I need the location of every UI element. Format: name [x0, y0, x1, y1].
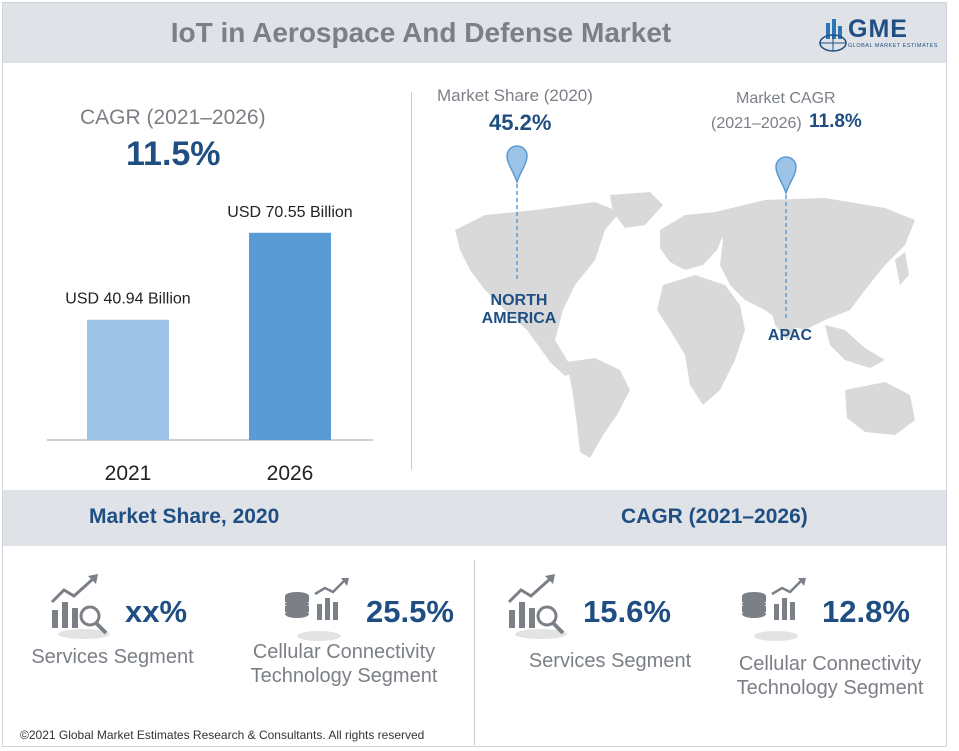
logo-subtitle: GLOBAL MARKET ESTIMATES	[848, 43, 938, 49]
services-share-label: Services Segment	[31, 646, 194, 668]
north-america-pin-line	[516, 184, 518, 280]
greenland-shape	[610, 192, 663, 228]
header: IoT in Aerospace And Defense Market GME …	[3, 3, 946, 63]
japan-shape	[895, 252, 909, 285]
north-america-pin-icon	[506, 145, 528, 184]
market-cagr-label-line1: Market CAGR	[736, 90, 836, 107]
cagr-value: 11.5%	[126, 135, 221, 173]
india-shape	[770, 302, 800, 340]
bar-data-label-2021: USD 40.94 Billion	[65, 291, 190, 308]
cellular-cagr-label: Cellular Connectivity Technology Segment	[736, 653, 924, 699]
cellular-share-value: 25.5%	[366, 594, 454, 629]
x-tick-label-2026: 2026	[267, 462, 314, 485]
southeast-asia-shape	[825, 325, 885, 368]
bar-2026	[249, 232, 331, 440]
market-share-label: Market Share (2020)	[437, 86, 593, 105]
australia-shape	[845, 382, 915, 435]
south-america-shape	[567, 358, 630, 458]
database-chart-icon	[742, 578, 806, 641]
market-share-section-title: Market Share, 2020	[89, 505, 280, 528]
north-america-region-label: NORTH AMERICA	[481, 292, 557, 327]
logo-text: GME	[848, 15, 908, 43]
apac-region-label: APAC	[767, 327, 813, 344]
cagr-section-title: CAGR (2021–2026)	[621, 505, 808, 528]
central-america-shape	[540, 340, 575, 376]
x-tick-label-2021: 2021	[105, 462, 152, 485]
services-cagr-value: 15.6%	[583, 594, 671, 629]
europe-shape	[660, 212, 725, 270]
north-america-shape	[455, 202, 620, 348]
bottom-divider	[474, 560, 475, 745]
gme-logo: GME GLOBAL MARKET ESTIMATES	[818, 15, 937, 55]
growth-chart-magnifier-icon	[50, 574, 110, 639]
globe-icon	[819, 19, 847, 52]
cagr-label: CAGR (2021–2026)	[80, 106, 266, 129]
database-chart-icon	[285, 578, 349, 641]
copyright-footer: ©2021 Global Market Estimates Research &…	[20, 728, 425, 742]
apac-pin-line	[785, 195, 787, 320]
infographic-frame	[2, 2, 947, 747]
market-size-bar-chart: USD 40.94 Billion 2021 USD 70.55 Billion 20…	[47, 204, 373, 485]
asia-shape	[715, 198, 915, 330]
page-title: IoT in Aerospace And Defense Market	[170, 17, 672, 48]
market-share-value: 45.2%	[489, 110, 552, 135]
bar-2021	[87, 319, 169, 440]
services-cagr-label: Services Segment	[528, 650, 692, 672]
bar-data-label-2026: USD 70.55 Billion	[227, 204, 352, 221]
bottom-header-band: Market Share, 2020 CAGR (2021–2026)	[3, 490, 946, 546]
world-map	[455, 192, 915, 458]
services-share-value: xx%	[125, 594, 188, 629]
cellular-cagr-value: 12.8%	[822, 594, 910, 629]
market-cagr-label-line2: (2021–2026)	[711, 115, 802, 132]
africa-shape	[657, 275, 745, 405]
cellular-share-label: Cellular Connectivity Technology Segment	[250, 641, 438, 687]
growth-chart-magnifier-icon	[507, 574, 567, 639]
vertical-divider	[411, 92, 412, 470]
apac-pin-icon	[775, 156, 797, 195]
market-cagr-value: 11.8%	[809, 111, 862, 132]
